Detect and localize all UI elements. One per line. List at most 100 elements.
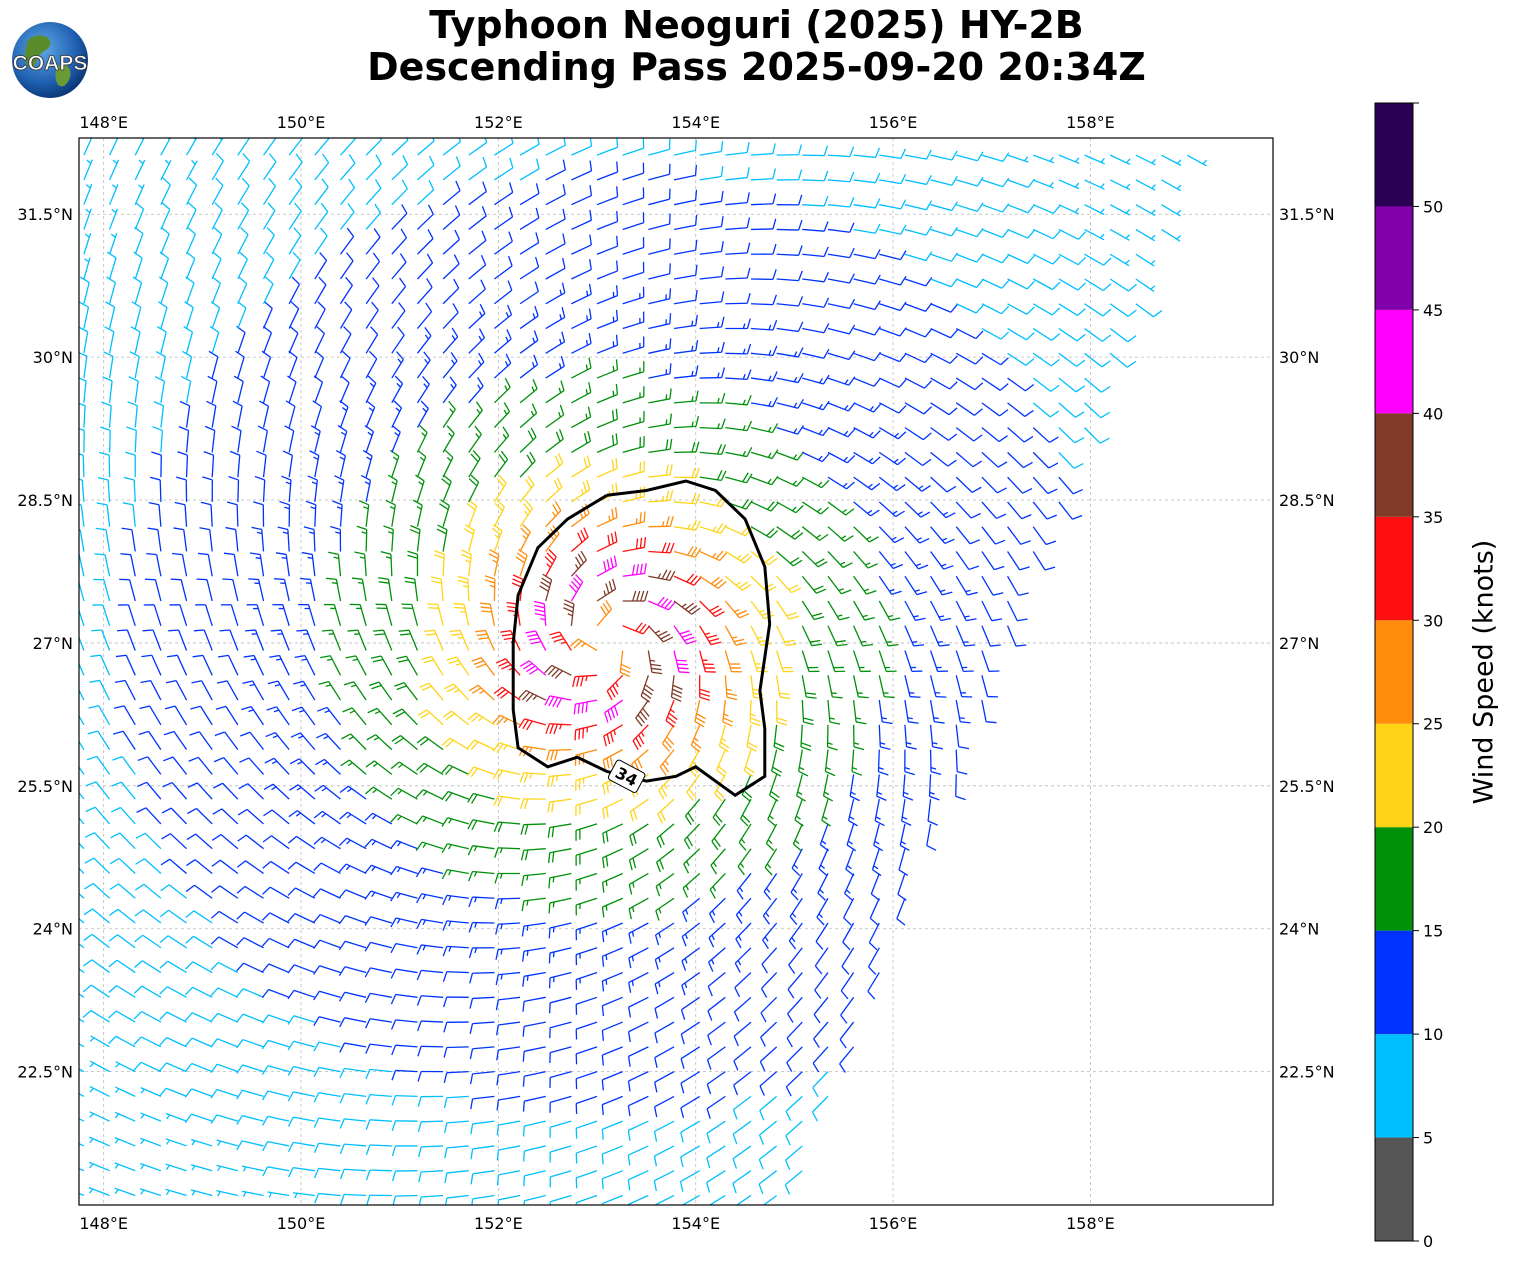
wind-barb <box>417 204 434 230</box>
wind-barb <box>853 325 881 336</box>
wind-barb <box>653 1145 675 1167</box>
wind-barb <box>328 551 342 577</box>
wind-barb <box>468 896 495 908</box>
wind-barb <box>134 934 162 949</box>
wind-barb <box>330 525 342 552</box>
wind-barb <box>955 774 966 801</box>
wind-barb <box>827 324 856 335</box>
wind-barb <box>261 988 290 999</box>
wind-barb <box>159 1087 187 1097</box>
wind-barb <box>127 401 138 428</box>
wind-barb <box>441 764 470 775</box>
wind-barb <box>236 1114 264 1125</box>
wind-barb <box>670 675 683 702</box>
wind-barb <box>494 847 521 858</box>
wind-barb <box>878 402 907 414</box>
wind-barb <box>801 526 829 541</box>
wind-barb <box>673 493 701 505</box>
wind-barb <box>853 147 881 159</box>
wind-barb <box>339 400 349 428</box>
wind-barb <box>699 141 724 156</box>
wind-barb <box>314 178 329 206</box>
wind-barb <box>146 553 162 577</box>
wind-barb <box>699 650 716 673</box>
wind-barb <box>699 444 727 456</box>
wind-barb <box>391 204 408 230</box>
wind-barb <box>262 325 273 354</box>
wind-barb <box>575 971 598 990</box>
wind-barb <box>113 705 136 726</box>
wind-barb <box>786 1046 803 1072</box>
wind-barb <box>750 575 777 593</box>
wind-barb <box>519 524 531 552</box>
wind-barb <box>1084 427 1110 444</box>
wind-barb <box>191 1138 213 1147</box>
wind-barb <box>134 883 162 899</box>
wind-barb <box>147 527 162 552</box>
wind-barb <box>211 226 223 255</box>
colorbar-tick-label: 40 <box>1423 404 1443 423</box>
wind-barb <box>97 476 111 502</box>
wind-barb <box>468 425 482 453</box>
wind-barb <box>955 749 968 775</box>
wind-barb <box>287 1091 315 1102</box>
wind-barb <box>441 843 469 854</box>
wind-barb <box>981 203 1010 213</box>
wind-barb <box>367 707 393 726</box>
wind-barb <box>956 151 984 162</box>
wind-barb <box>210 301 221 329</box>
wind-barb <box>179 400 191 428</box>
wind-barb <box>653 1095 675 1118</box>
wind-barb <box>1007 204 1035 214</box>
wind-barb <box>853 650 871 673</box>
wind-barb <box>220 604 239 626</box>
wind-barb <box>436 524 448 552</box>
wind-barb <box>1058 204 1080 215</box>
wind-barb <box>736 873 752 900</box>
wind-barb <box>519 281 539 305</box>
wind-barb <box>416 762 444 775</box>
wind-barb <box>816 897 829 926</box>
wind-barb <box>622 536 647 553</box>
wind-barb <box>89 1136 110 1147</box>
wind-barb <box>365 350 378 379</box>
wind-barb <box>391 375 404 404</box>
wind-barb <box>904 650 923 673</box>
wind-barb <box>760 972 778 998</box>
wind-barb <box>496 1046 521 1061</box>
wind-barb <box>114 1086 136 1097</box>
wind-barb <box>191 680 213 701</box>
wind-barb <box>879 352 907 363</box>
wind-barb <box>159 935 187 949</box>
wind-barb <box>788 947 803 974</box>
wind-barb <box>415 867 444 878</box>
wind-barb <box>160 138 171 156</box>
wind-barb <box>522 996 546 1012</box>
wind-barb <box>261 1039 290 1050</box>
wind-barb <box>853 274 881 285</box>
wind-barb <box>236 1089 264 1100</box>
wind-barb <box>79 1018 85 1023</box>
wind-barb <box>291 706 316 726</box>
wind-barb <box>183 325 194 354</box>
wind-barb <box>126 426 137 453</box>
wind-barb <box>289 758 316 775</box>
wind-barb <box>930 303 959 313</box>
wind-barb <box>409 524 421 552</box>
wind-barb <box>596 359 619 379</box>
wind-barb <box>79 1167 85 1172</box>
wind-barb <box>927 799 938 826</box>
wind-barb <box>89 1060 110 1073</box>
wind-barb <box>287 1141 315 1153</box>
wind-barb <box>313 375 324 404</box>
wind-barb <box>1135 303 1163 318</box>
wind-barb <box>86 781 111 800</box>
wind-barb <box>469 996 495 1009</box>
wind-barb <box>955 501 981 519</box>
wind-barb <box>1032 501 1057 520</box>
wind-barb <box>981 526 1006 545</box>
wind-barb <box>627 1046 649 1067</box>
wind-barb <box>981 675 999 698</box>
wind-barb <box>981 476 1007 494</box>
wind-barb <box>133 1061 162 1073</box>
